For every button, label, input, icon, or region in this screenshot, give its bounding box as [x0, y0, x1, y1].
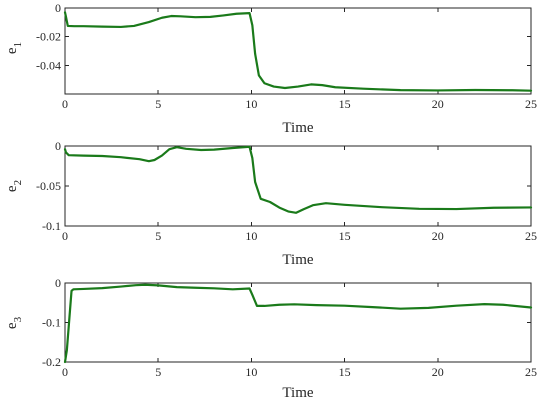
- x-tick-label: 10: [245, 365, 257, 379]
- y-axis-title: e2: [4, 180, 24, 192]
- x-tick-label: 10: [245, 97, 257, 111]
- x-tick-label: 0: [62, 365, 68, 379]
- x-tick-label: 15: [339, 229, 351, 243]
- x-tick-label: 25: [525, 97, 537, 111]
- x-axis-title: Time: [282, 252, 313, 268]
- x-tick-label: 5: [155, 365, 161, 379]
- y-tick-label: 0: [55, 276, 61, 290]
- x-tick-label: 10: [245, 229, 257, 243]
- series-line: [63, 11, 533, 92]
- y-tick-label: -0.05: [36, 179, 61, 193]
- x-axis-title: Time: [282, 120, 313, 136]
- y-axis-title-subscript: 2: [12, 180, 24, 186]
- x-tick-label: 25: [525, 365, 537, 379]
- y-tick-label: 0: [55, 139, 61, 153]
- y-tick-label: 0: [55, 1, 61, 15]
- y-axis-title-main: e: [4, 185, 20, 192]
- series-line: [63, 283, 533, 364]
- x-tick-label: 5: [155, 97, 161, 111]
- plot-frame: [64, 282, 532, 363]
- x-tick-label: 5: [155, 229, 161, 243]
- series-line: [63, 145, 533, 214]
- x-tick-label: 20: [432, 229, 444, 243]
- y-tick-label: -0.04: [36, 58, 61, 72]
- y-tick-label: -0.2: [42, 355, 61, 369]
- y-tick-label: -0.02: [36, 30, 61, 44]
- plot-area: 0 5 10 15 20 25 -0.2 -0.1 0: [42, 276, 537, 379]
- y-tick-label: -0.1: [42, 316, 61, 330]
- x-tick-label: 20: [432, 97, 444, 111]
- y-axis-title: e1: [4, 42, 24, 54]
- panel-e2: 0 5 10 15 20 25 -0.1 -0.05 0 Time e2: [4, 139, 537, 268]
- x-tick-label: 15: [339, 365, 351, 379]
- y-axis-title: e3: [4, 316, 24, 329]
- panel-e3: 0 5 10 15 20 25 -0.2 -0.1 0 Time e3: [4, 276, 537, 401]
- x-tick-label: 15: [339, 97, 351, 111]
- x-tick-label: 0: [62, 229, 68, 243]
- plot-frame: [64, 7, 532, 95]
- plot-area: 0 5 10 15 20 25 -0.1 -0.05 0: [36, 139, 537, 243]
- y-axis-title-subscript: 3: [12, 316, 24, 322]
- plot-area: 0 5 10 15 20 25 -0.04 -0.02 0: [36, 1, 537, 111]
- x-tick-label: 25: [525, 229, 537, 243]
- y-axis-title-main: e: [4, 322, 20, 329]
- x-tick-label: 20: [432, 365, 444, 379]
- x-axis-title: Time: [282, 385, 313, 401]
- y-tick-label: -0.1: [42, 219, 61, 233]
- y-axis-title-main: e: [4, 47, 20, 54]
- y-axis-title-subscript: 1: [12, 42, 24, 48]
- panel-e1: 0 5 10 15 20 25 -0.04 -0.02 0 Time e1: [4, 1, 537, 136]
- x-tick-label: 0: [62, 97, 68, 111]
